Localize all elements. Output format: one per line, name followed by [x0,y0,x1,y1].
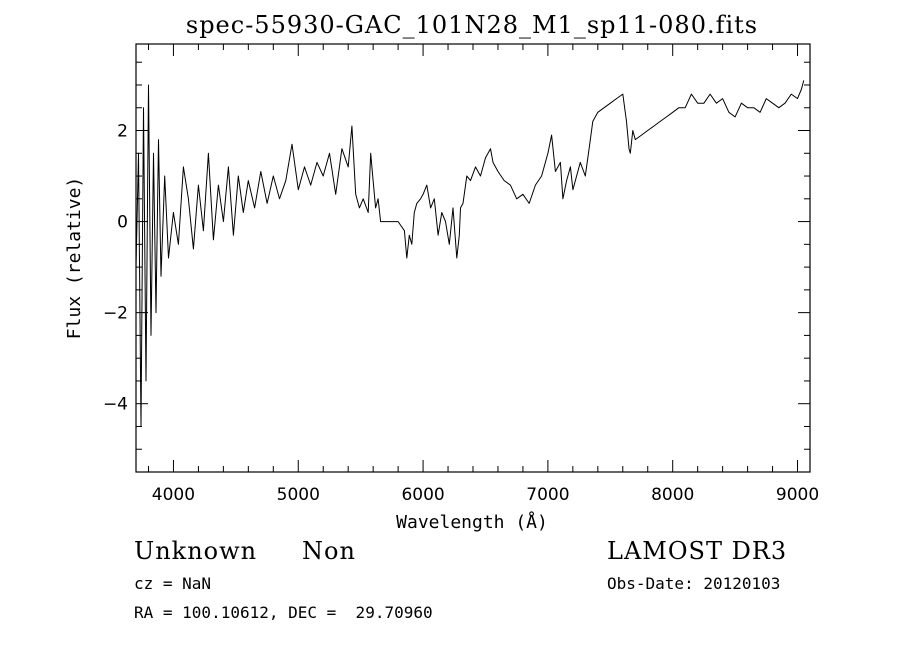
y-tick-label: 0 [117,213,128,233]
spectrum-series-line [135,80,805,427]
x-tick-label: 8000 [651,485,694,505]
chart-title: spec-55930-GAC_101N28_M1_sp11-080.fits [186,11,758,39]
x-tick-label: 4000 [152,485,195,505]
plot-frame [135,43,811,473]
redshift-readout: cz = NaN [134,574,212,593]
survey-label: LAMOST DR3 [607,537,788,565]
coordinates-readout: RA = 100.10612, DEC = 29.70960 [134,603,433,622]
subclass-label: Non [302,537,356,565]
obs-date-readout: Obs-Date: 20120103 [607,574,781,593]
x-tick-label: 9000 [776,485,819,505]
x-axis-label: Wavelength (Å) [396,511,548,533]
y-tick-label: −4 [103,395,128,415]
x-tick-label: 7000 [526,485,569,505]
x-tick-label: 5000 [277,485,320,505]
y-tick-label: −2 [103,304,128,324]
y-tick-label: 2 [117,122,128,142]
object-class-label: Unknown [134,537,258,565]
y-axis-label: Flux (relative) [64,177,85,340]
x-tick-label: 6000 [401,485,444,505]
